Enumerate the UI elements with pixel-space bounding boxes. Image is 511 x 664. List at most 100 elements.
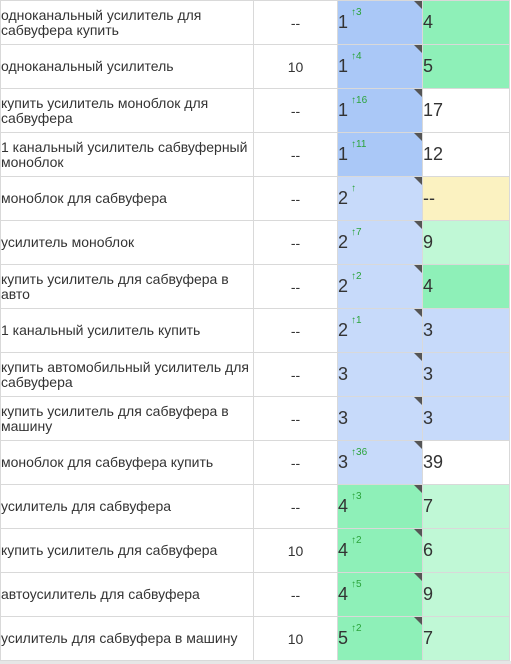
previous-position-cell: 9 bbox=[422, 220, 510, 265]
position-cell[interactable]: 2 ↑ bbox=[337, 176, 423, 221]
dropdown-corner-icon[interactable] bbox=[414, 133, 422, 141]
table-row[interactable]: усилитель для сабвуфера в машину 10 5 ↑2 7 bbox=[0, 616, 510, 661]
keyword-cell: купить усилитель моноблок для сабвуфера bbox=[0, 88, 254, 133]
position-cell[interactable]: 4 ↑3 bbox=[337, 484, 423, 529]
keyword-cell: купить усилитель для сабвуфера в авто bbox=[0, 264, 254, 309]
position-cell[interactable]: 2 ↑7 bbox=[337, 220, 423, 265]
table-row[interactable]: усилитель моноблок -- 2 ↑7 9 bbox=[0, 220, 510, 265]
position-cell[interactable]: 2 ↑2 bbox=[337, 264, 423, 309]
position-cell[interactable]: 4 ↑2 bbox=[337, 528, 423, 573]
table-row[interactable]: купить усилитель моноблок для сабвуфера -… bbox=[0, 88, 510, 133]
position-cell[interactable]: 1 ↑3 bbox=[337, 0, 423, 45]
position-cell[interactable]: 5 ↑2 bbox=[337, 616, 423, 661]
position-value: 4 bbox=[338, 496, 349, 516]
dropdown-corner-icon[interactable] bbox=[414, 45, 422, 53]
dropdown-corner-icon[interactable] bbox=[414, 573, 422, 581]
dropdown-corner-icon[interactable] bbox=[414, 89, 422, 97]
table-row[interactable]: купить усилитель для сабвуфера в машину -… bbox=[0, 396, 510, 441]
previous-position-cell: 5 bbox=[422, 44, 510, 89]
position-change-badge: ↑2 bbox=[351, 271, 362, 282]
previous-position-cell: 7 bbox=[422, 484, 510, 529]
position-change-badge: ↑16 bbox=[351, 95, 368, 106]
table-row[interactable]: одноканальный усилитель 10 1 ↑4 5 bbox=[0, 44, 510, 89]
position-cell[interactable]: 3 ↑36 bbox=[337, 440, 423, 485]
frequency-cell: -- bbox=[253, 396, 338, 441]
frequency-cell: -- bbox=[253, 264, 338, 309]
previous-position-cell: 17 bbox=[422, 88, 510, 133]
position-value: 4 bbox=[338, 540, 349, 560]
previous-position-cell: 12 bbox=[422, 132, 510, 177]
position-cell[interactable]: 3 bbox=[337, 352, 423, 397]
table-row[interactable]: моноблок для сабвуфера -- 2 ↑ -- bbox=[0, 176, 510, 221]
dropdown-corner-icon[interactable] bbox=[414, 397, 422, 405]
position-value: 5 bbox=[338, 628, 349, 648]
previous-position-cell: 3 bbox=[422, 308, 510, 353]
table-row[interactable]: купить усилитель для сабвуфера в авто -- 2… bbox=[0, 264, 510, 309]
dropdown-corner-icon[interactable] bbox=[414, 529, 422, 537]
frequency-cell: 10 bbox=[253, 44, 338, 89]
horizontal-scrollbar[interactable] bbox=[0, 661, 511, 664]
dropdown-corner-icon[interactable] bbox=[414, 353, 422, 361]
previous-position-cell: 4 bbox=[422, 0, 510, 45]
position-cell[interactable]: 4 ↑5 bbox=[337, 572, 423, 617]
frequency-cell: -- bbox=[253, 440, 338, 485]
frequency-cell: -- bbox=[253, 88, 338, 133]
position-change-badge: ↑1 bbox=[351, 315, 362, 326]
frequency-cell: -- bbox=[253, 0, 338, 45]
table-row[interactable]: 1 канальный усилитель купить -- 2 ↑1 3 bbox=[0, 308, 510, 353]
table-row[interactable]: купить усилитель для сабвуфера 10 4 ↑2 6 bbox=[0, 528, 510, 573]
position-change-badge: ↑5 bbox=[351, 579, 362, 590]
table-row[interactable]: одноканальный усилитель для сабвуфера ку… bbox=[0, 0, 510, 45]
position-cell[interactable]: 1 ↑4 bbox=[337, 44, 423, 89]
table-row[interactable]: усилитель для сабвуфера -- 4 ↑3 7 bbox=[0, 484, 510, 529]
previous-position-cell: 7 bbox=[422, 616, 510, 661]
table-row[interactable]: автоусилитель для сабвуфера -- 4 ↑5 9 bbox=[0, 572, 510, 617]
previous-position-cell: 6 bbox=[422, 528, 510, 573]
keyword-cell: моноблок для сабвуфера купить bbox=[0, 440, 254, 485]
dropdown-corner-icon[interactable] bbox=[414, 221, 422, 229]
keyword-cell: 1 канальный усилитель купить bbox=[0, 308, 254, 353]
position-cell[interactable]: 2 ↑1 bbox=[337, 308, 423, 353]
position-cell[interactable]: 1 ↑16 bbox=[337, 88, 423, 133]
position-value: 1 bbox=[338, 144, 349, 164]
position-value: 2 bbox=[338, 320, 349, 340]
position-change-badge: ↑ bbox=[351, 183, 357, 194]
position-change-badge: ↑11 bbox=[351, 139, 367, 150]
previous-position-cell: 9 bbox=[422, 572, 510, 617]
keyword-cell: моноблок для сабвуфера bbox=[0, 176, 254, 221]
keyword-cell: автоусилитель для сабвуфера bbox=[0, 572, 254, 617]
dropdown-corner-icon[interactable] bbox=[414, 1, 422, 9]
position-cell[interactable]: 1 ↑11 bbox=[337, 132, 423, 177]
position-value: 2 bbox=[338, 232, 349, 252]
dropdown-corner-icon[interactable] bbox=[414, 485, 422, 493]
table-row[interactable]: моноблок для сабвуфера купить -- 3 ↑36 39 bbox=[0, 440, 510, 485]
position-cell[interactable]: 3 bbox=[337, 396, 423, 441]
position-change-badge: ↑3 bbox=[351, 491, 362, 502]
previous-position-cell: 3 bbox=[422, 352, 510, 397]
position-value: 1 bbox=[338, 56, 349, 76]
table-row[interactable]: купить автомобильный усилитель для сабву… bbox=[0, 352, 510, 397]
frequency-cell: -- bbox=[253, 176, 338, 221]
dropdown-corner-icon[interactable] bbox=[414, 265, 422, 273]
position-value: 4 bbox=[338, 584, 349, 604]
dropdown-corner-icon[interactable] bbox=[414, 441, 422, 449]
dropdown-corner-icon[interactable] bbox=[414, 617, 422, 625]
position-change-badge: ↑3 bbox=[351, 7, 362, 18]
keyword-cell: купить усилитель для сабвуфера в машину bbox=[0, 396, 254, 441]
position-change-badge: ↑36 bbox=[351, 447, 368, 458]
table-row[interactable]: 1 канальный усилитель сабвуферный монобл… bbox=[0, 132, 510, 177]
position-value: 3 bbox=[338, 452, 349, 472]
keyword-cell: одноканальный усилитель для сабвуфера ку… bbox=[0, 0, 254, 45]
keyword-cell: купить усилитель для сабвуфера bbox=[0, 528, 254, 573]
position-value: 3 bbox=[338, 408, 349, 428]
position-change-badge: ↑2 bbox=[351, 535, 362, 546]
previous-position-cell: 39 bbox=[422, 440, 510, 485]
position-value: 3 bbox=[338, 364, 349, 384]
dropdown-corner-icon[interactable] bbox=[414, 309, 422, 317]
previous-position-cell: -- bbox=[422, 176, 510, 221]
position-value: 1 bbox=[338, 100, 349, 120]
frequency-cell: -- bbox=[253, 220, 338, 265]
dropdown-corner-icon[interactable] bbox=[414, 177, 422, 185]
